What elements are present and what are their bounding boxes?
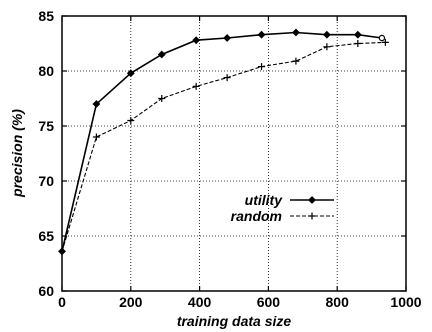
series-utility-point — [291, 28, 300, 37]
series-utility-point — [223, 34, 232, 42]
y-axis-label: precision (%) — [9, 109, 25, 198]
x-axis-label: training data size — [177, 313, 292, 329]
x-tick-label: 800 — [326, 294, 350, 310]
series-utility-point — [378, 34, 386, 42]
series-layer — [58, 28, 389, 256]
series-utility-point — [353, 30, 362, 39]
series-random — [58, 38, 389, 255]
series-utility-point — [257, 30, 266, 39]
y-tick-label: 85 — [38, 8, 54, 24]
y-tick-label: 80 — [38, 63, 54, 79]
y-tick-label: 75 — [38, 118, 54, 134]
x-tick-label: 0 — [58, 294, 66, 310]
y-tick-label: 60 — [38, 283, 54, 299]
series-random-point — [292, 57, 300, 65]
legend-marker-random — [308, 212, 316, 220]
plot-frame — [61, 15, 407, 292]
series-utility-point — [92, 100, 101, 108]
series-utility-point — [157, 50, 166, 59]
series-utility — [58, 28, 386, 256]
series-random-point — [92, 133, 100, 141]
x-tick-label: 1000 — [390, 294, 421, 310]
legend-marker-utility — [308, 196, 316, 204]
series-utility-point — [192, 36, 201, 45]
x-tick-label: 200 — [119, 294, 143, 310]
series-random-point — [127, 117, 135, 124]
y-tick-label: 65 — [38, 228, 54, 244]
ticks: 0 200 400 600 800 1000 60 65 70 75 80 85 — [38, 8, 421, 310]
series-random-point — [223, 74, 231, 82]
legend-label-utility: utility — [245, 192, 284, 208]
x-tick-label: 400 — [188, 294, 212, 310]
x-tick-label: 600 — [257, 294, 281, 310]
series-random-point — [323, 43, 331, 51]
legend-label-random: random — [231, 208, 282, 224]
grid — [62, 16, 406, 291]
series-random-point — [258, 63, 266, 71]
series-random-point — [192, 82, 200, 90]
series-random-point — [381, 38, 389, 46]
series-utility-point — [322, 30, 331, 39]
series-random-point — [158, 95, 166, 102]
series-random-point — [58, 247, 66, 255]
series-random-point — [354, 40, 362, 47]
series-utility-point — [126, 69, 135, 78]
y-tick-label: 70 — [38, 173, 54, 189]
series-utility-line — [61, 31, 383, 252]
